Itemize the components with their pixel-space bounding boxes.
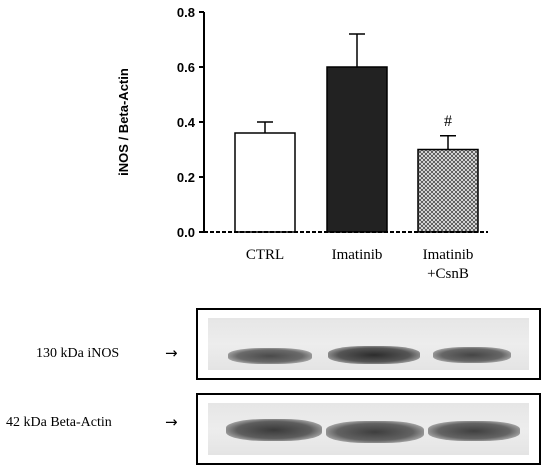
bars: # bbox=[234, 33, 479, 233]
x-tick-label: Imatinib bbox=[423, 247, 474, 263]
blot-inos-membrane bbox=[208, 318, 529, 370]
x-tick-label: CTRL bbox=[246, 247, 284, 263]
x-tick-label: Imatinib bbox=[332, 247, 383, 263]
y-axis: 0.0 0.2 0.4 0.6 0.8 bbox=[177, 5, 205, 240]
blot-band bbox=[328, 346, 420, 364]
x-axis: CTRL Imatinib Imatinib +CsnB bbox=[204, 231, 488, 282]
y-tick-label: 0.4 bbox=[177, 115, 196, 130]
bar bbox=[234, 132, 296, 233]
x-tick-label: +CsnB bbox=[427, 266, 469, 282]
y-tick-label: 0.8 bbox=[177, 5, 195, 20]
y-axis-label: iNOS / Beta-Actin bbox=[116, 68, 131, 176]
bar-chart: iNOS / Beta-Actin 0.0 0.2 0.4 0.6 0.8 # CTRL… bbox=[116, 5, 488, 282]
blot-beta-actin bbox=[196, 393, 541, 465]
blot-band bbox=[326, 421, 424, 443]
bar bbox=[417, 148, 479, 233]
bar bbox=[326, 66, 388, 233]
y-tick-label: 0.2 bbox=[177, 170, 195, 185]
blot-label-inos: 130 kDa iNOS bbox=[36, 346, 120, 361]
y-tick-label: 0.6 bbox=[177, 60, 195, 75]
significance-annotation: # bbox=[444, 113, 452, 130]
blot-inos bbox=[196, 308, 541, 380]
y-tick-label: 0.0 bbox=[177, 225, 195, 240]
blot-band bbox=[428, 421, 520, 441]
blot-beta-actin-membrane bbox=[208, 403, 529, 455]
arrow-icon: → bbox=[165, 344, 178, 362]
blot-band bbox=[433, 347, 511, 363]
blot-band bbox=[226, 419, 322, 441]
arrow-icon: → bbox=[165, 413, 178, 431]
blot-band bbox=[228, 348, 312, 364]
blot-label-beta-actin: 42 kDa Beta-Actin bbox=[6, 415, 112, 430]
